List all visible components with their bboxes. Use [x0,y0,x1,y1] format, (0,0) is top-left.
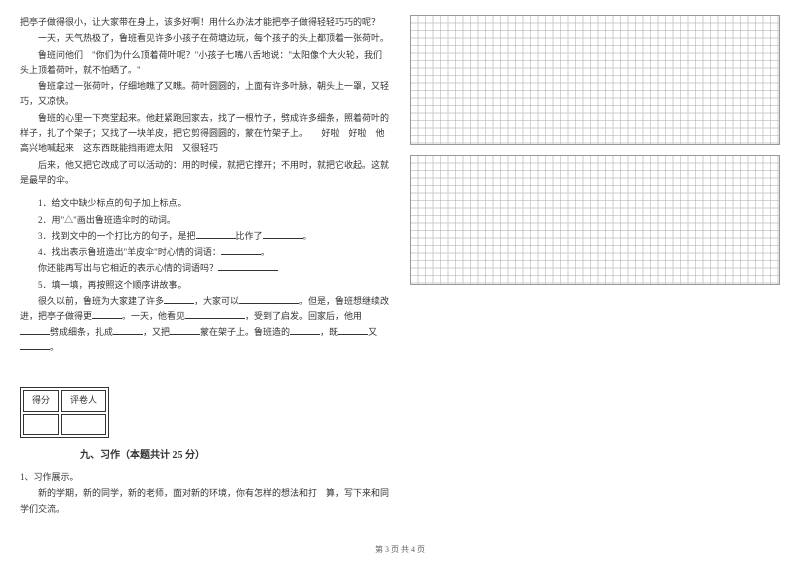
q3-pre: 3．找到文中的一个打比方的句子，是把 [38,231,196,241]
writing-grid-2[interactable] [410,155,780,285]
page-footer: 第 3 页 共 4 页 [0,544,800,555]
q4-blank-1[interactable] [221,245,261,255]
q3-mid: 比作了 [236,231,263,241]
question-3: 3．找到文中的一个打比方的句子，是把 比作了 。 [20,229,390,244]
left-column: 把亭子做得很小，让大家带在身上，该多好啊！用什么办法才能把亭子做得轻轻巧巧的呢？… [20,15,390,518]
grader-cell[interactable] [61,414,106,435]
q3-end: 。 [303,231,312,241]
question-1: 1．给文中缺少标点的句子加上标点。 [20,196,390,211]
q5a-blank-9[interactable] [338,325,368,335]
q5a-blank-1[interactable] [164,294,194,304]
q5a-7: ，又把 [143,327,170,337]
q5a-blank-5[interactable] [20,325,50,335]
question-5a: 很久以前，鲁班为大家建了许多，大家可以。但是，鲁班想继续改进，把亭子做得更。一天… [20,294,390,355]
q5a-blank-4[interactable] [185,309,245,319]
q5a-blank-7[interactable] [170,325,200,335]
score-box: 得分 评卷人 [20,387,109,438]
q4-pre: 4．找出表示鲁班造出"羊皮伞"时心情的词语： [38,247,221,257]
passage-p4: 鲁班拿过一张荷叶，仔细地瞧了又瞧。荷叶圆圆的，上面有许多叶脉，朝头上一罩，又轻巧… [20,79,390,110]
q5a-4: 。一天，他看见 [122,311,185,321]
reading-passage: 把亭子做得很小，让大家带在身上，该多好啊！用什么办法才能把亭子做得轻轻巧巧的呢？… [20,15,390,188]
q3-blank-1[interactable] [196,229,236,239]
q5a-8: 蒙在架子上。鲁班造的 [200,327,290,337]
passage-p2: 一天，天气热极了，鲁班看见许多小孩子在荷塘边玩，每个孩子的头上都顶着一张荷叶。 [20,31,390,46]
writing-prompt: 新的学期，新的同学，新的老师，面对新的环境，你有怎样的想法和打 算，写下来和同学… [20,486,390,517]
questions-block: 1．给文中缺少标点的句子加上标点。 2．用"△"画出鲁班造伞时的动词。 3．找到… [20,196,390,355]
q5a-2: ，大家可以 [194,296,239,306]
q4b-blank[interactable] [218,261,278,271]
passage-p5: 鲁班的心里一下亮堂起来。他赶紧跑回家去，找了一根竹子，劈成许多细条，照着荷叶的样… [20,111,390,157]
writing-label: 1、习作展示。 [20,470,390,485]
writing-block: 1、习作展示。 新的学期，新的同学，新的老师，面对新的环境，你有怎样的想法和打 … [20,470,390,517]
question-4: 4．找出表示鲁班造出"羊皮伞"时心情的词语： 。 [20,245,390,260]
passage-p1: 把亭子做得很小，让大家带在身上，该多好啊！用什么办法才能把亭子做得轻轻巧巧的呢？ [20,15,390,30]
q5a-10: 又 [368,327,377,337]
q4-end: 。 [261,247,270,257]
q5a-6: 劈成细条，扎成 [50,327,113,337]
q5a-blank-2[interactable] [239,294,299,304]
q5a-blank-6[interactable] [113,325,143,335]
q5a-blank-3[interactable] [92,309,122,319]
section-title: 九、习作（本题共计 25 分） [80,447,390,464]
q5a-1: 很久以前，鲁班为大家建了许多 [38,296,164,306]
q5a-11: 。 [50,342,59,352]
q3-blank-2[interactable] [263,229,303,239]
right-column [410,15,780,518]
score-label: 得分 [23,390,59,411]
question-4b: 你还能再写出与它相近的表示心情的词语吗？ [20,261,390,276]
q5a-blank-8[interactable] [290,325,320,335]
passage-p3: 鲁班问他们 "你们为什么顶着荷叶呢？"小孩子七嘴八舌地说："太阳像个大火轮，我们… [20,48,390,79]
grader-label: 评卷人 [61,390,106,411]
q5a-blank-10[interactable] [20,340,50,350]
question-2: 2．用"△"画出鲁班造伞时的动词。 [20,213,390,228]
score-cell[interactable] [23,414,59,435]
q4b-pre: 你还能再写出与它相近的表示心情的词语吗？ [38,263,218,273]
q5a-5: ，受到了启发。回家后，他用 [245,311,362,321]
passage-p6: 后来，他又把它改成了可以活动的：用的时候，就把它撑开；不用时，就把它收起。这就是… [20,158,390,189]
writing-grid-1[interactable] [410,15,780,145]
q5a-9: ，既 [320,327,338,337]
question-5: 5．填一填，再按照这个顺序讲故事。 [20,278,390,293]
